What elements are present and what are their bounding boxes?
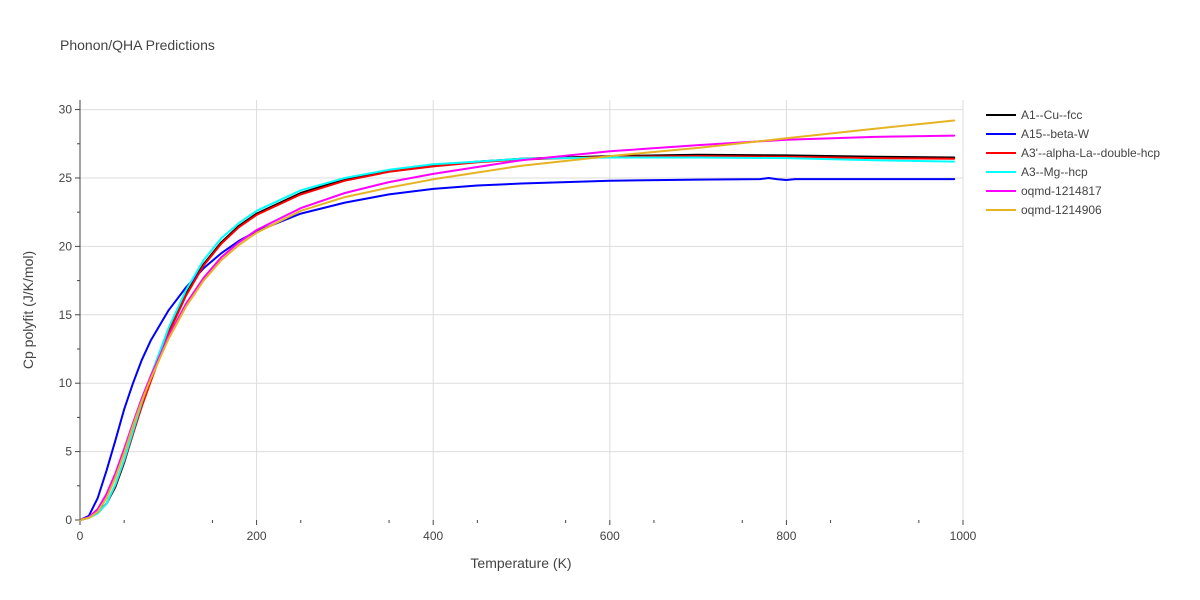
legend-item[interactable]: A1--Cu--fcc [986,108,1082,122]
legend-item[interactable]: oqmd-1214817 [986,184,1102,198]
x-tick-label: 0 [77,529,84,543]
y-tick-label: 10 [59,376,73,390]
series-line-5 [79,119,956,521]
legend-label: A15--beta-W [1021,127,1090,141]
legend[interactable]: A1--Cu--fcc A15--beta-W A3'--alpha-La--dou… [986,108,1160,217]
x-tick-label: 600 [600,529,620,543]
y-tick-label: 25 [59,171,73,185]
series-lines [79,119,956,521]
x-axis-label: Temperature (K) [470,555,571,571]
chart-title: Phonon/QHA Predictions [60,37,215,53]
x-tick-label: 800 [776,529,796,543]
y-tick-label: 15 [59,308,73,322]
x-tick-label: 200 [247,529,267,543]
y-axis-label: Cp polyfit (J/K/mol) [20,251,36,369]
x-axis-ticks: 0 200 400 600 800 1000 [77,520,977,543]
legend-item[interactable]: A15--beta-W [986,127,1090,141]
series-line-0 [79,153,956,521]
legend-label: A3'--alpha-La--double-hcp [1021,146,1160,160]
y-axis-ticks: 0 5 10 15 20 25 30 [59,103,80,527]
legend-label: oqmd-1214906 [1021,203,1102,217]
legend-item[interactable]: A3--Mg--hcp [986,165,1088,179]
gridlines [80,100,964,520]
legend-item[interactable]: A3'--alpha-La--double-hcp [986,146,1160,160]
series-line-2 [79,155,956,521]
legend-item[interactable]: oqmd-1214906 [986,203,1102,217]
legend-label: oqmd-1214817 [1021,184,1102,198]
y-tick-label: 30 [59,103,73,117]
x-tick-label: 1000 [950,529,977,543]
x-tick-label: 400 [423,529,443,543]
series-line-4 [79,134,956,521]
y-tick-label: 5 [65,445,72,459]
legend-label: A3--Mg--hcp [1021,165,1088,179]
y-tick-label: 0 [65,513,72,527]
legend-label: A1--Cu--fcc [1021,108,1082,122]
series-line-1 [79,177,956,521]
series-line-3 [79,156,956,521]
y-tick-label: 20 [59,239,73,253]
